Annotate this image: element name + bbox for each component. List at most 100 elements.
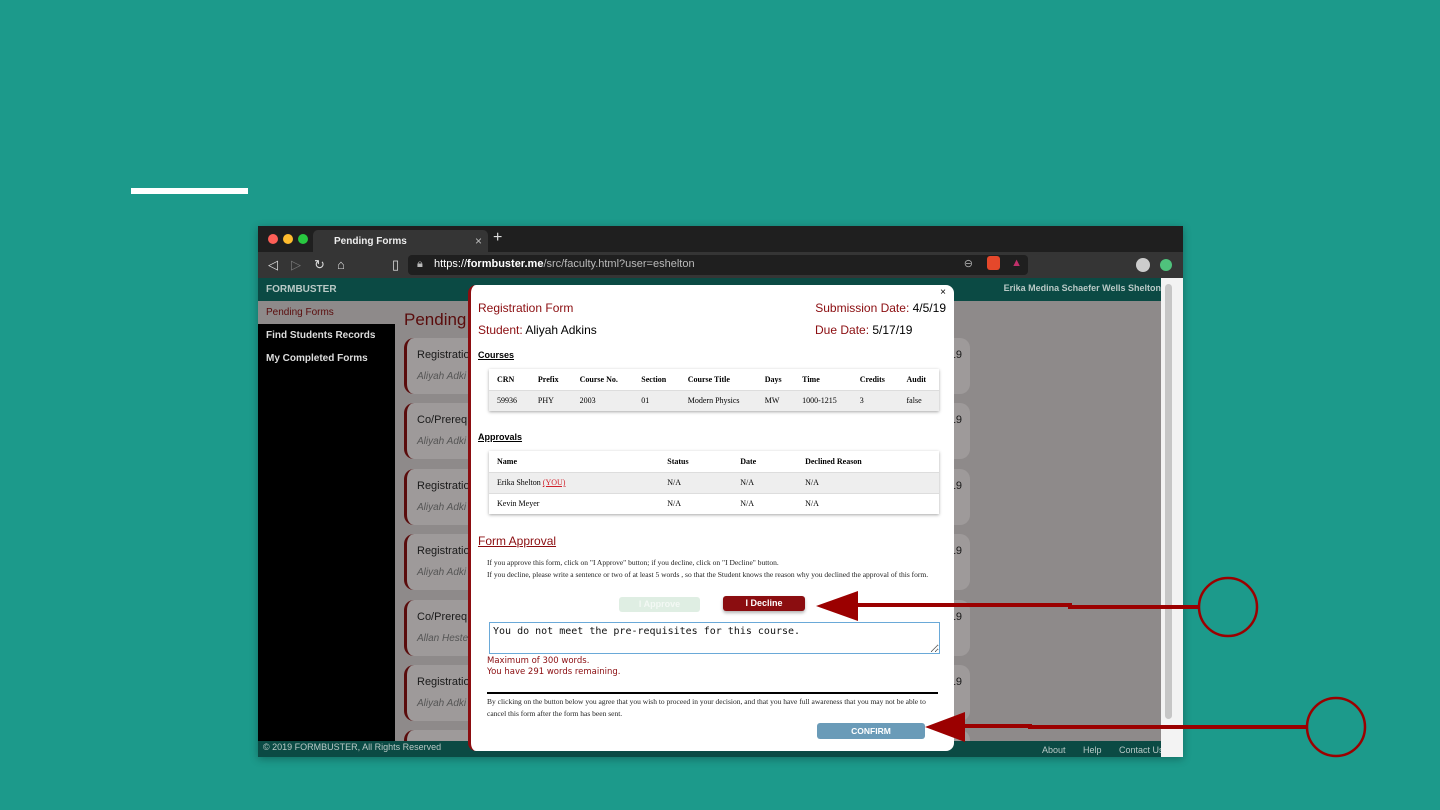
you-badge: (YOU): [542, 478, 566, 487]
footer-link-contact[interactable]: Contact Us: [1119, 745, 1164, 755]
table-cell: 01: [641, 396, 650, 406]
annotation-circle-2: [1305, 696, 1367, 758]
url-path: /src/faculty.html?user=eshelton: [543, 258, 695, 270]
approver-name: Kevin Meyer: [497, 499, 540, 509]
instruction-line-1: If you approve this form, click on "I Ap…: [487, 558, 779, 567]
table-row: Erika Shelton (YOU) N/A N/A N/A: [489, 472, 939, 493]
table-header-row: Name Status Date Declined Reason: [489, 451, 939, 472]
reload-icon[interactable]: ↻: [314, 257, 325, 272]
annotation-circle-1: [1197, 576, 1259, 638]
close-modal-button[interactable]: ×: [940, 287, 946, 298]
tab-title: Pending Forms: [334, 236, 407, 247]
url-bar[interactable]: 🔒︎ https://formbuster.me/src/faculty.htm…: [408, 255, 1028, 275]
brave-rewards-icon[interactable]: ▲: [1011, 257, 1022, 269]
due-date: Due Date: 5/17/19: [815, 323, 913, 337]
sidebar-item-pending-forms[interactable]: Pending Forms: [258, 301, 395, 324]
card-student: Allan Heste: [417, 633, 469, 644]
date-cell: N/A: [740, 499, 755, 509]
status-cell: N/A: [667, 478, 682, 487]
tab-pending-forms[interactable]: Pending Forms ×: [313, 230, 488, 252]
card-title: Registratio: [417, 480, 470, 492]
table-cell: 2003: [579, 396, 596, 406]
column-header: Days: [764, 374, 782, 384]
card-title: Co/Prereq: [417, 611, 468, 623]
sidebar: Pending Forms Find Students Records My C…: [258, 301, 395, 741]
zoom-icon[interactable]: ⊖: [963, 258, 973, 270]
close-tab-icon[interactable]: ×: [474, 234, 482, 248]
update-icon[interactable]: [1160, 259, 1172, 271]
form-modal: × Registration Form Submission Date: 4/5…: [468, 285, 954, 751]
column-header: Section: [641, 374, 667, 384]
column-header: Status: [667, 456, 689, 466]
close-window-icon[interactable]: [268, 234, 278, 244]
column-header: Credits: [859, 374, 885, 384]
bookmark-icon[interactable]: ▯: [392, 257, 400, 272]
decline-reason-input[interactable]: [489, 622, 940, 654]
table-cell: Modern Physics: [687, 396, 740, 406]
address-toolbar: ◁ ▷ ↻ ⌂ ▯ 🔒︎ https://formbuster.me/src/f…: [258, 252, 1183, 278]
url-scheme: https://: [434, 258, 468, 270]
profile-avatar[interactable]: [1136, 258, 1150, 272]
home-icon[interactable]: ⌂: [337, 257, 345, 272]
sidebar-item-my-completed-forms[interactable]: My Completed Forms: [266, 353, 368, 364]
maximize-window-icon[interactable]: [298, 234, 308, 244]
footer-link-help[interactable]: Help: [1083, 745, 1102, 755]
table-cell: 59936: [497, 396, 517, 406]
divider: [487, 692, 938, 694]
approvals-table: Name Status Date Declined Reason Erika Shelt…: [489, 451, 939, 514]
card-title: Registratio: [417, 545, 470, 557]
card-title: Co/Prereq: [417, 414, 468, 426]
column-header: Date: [740, 456, 757, 466]
instruction-line-2: If you decline, please write a sentence …: [487, 569, 929, 579]
approver-name: Erika Shelton (YOU): [497, 478, 566, 487]
column-header: Audit: [906, 374, 927, 384]
table-cell: MW: [764, 396, 780, 406]
column-header: CRN: [497, 374, 515, 384]
user-name: Erika Medina Schaefer Wells Shelton: [1003, 283, 1161, 293]
new-tab-icon[interactable]: +: [493, 229, 503, 246]
approve-button[interactable]: I Approve: [619, 597, 700, 612]
column-header: Time: [802, 374, 820, 384]
courses-table: CRN Prefix Course No. Section Course Title Da…: [489, 369, 939, 411]
table-row: Kevin Meyer N/A N/A N/A: [489, 493, 939, 514]
word-count: Maximum of 300 words. You have 291 words…: [487, 656, 620, 678]
brand-logo[interactable]: FORMBUSTER: [266, 284, 337, 295]
decline-annotation-arrow: [816, 576, 1259, 638]
forward-icon[interactable]: ▷: [291, 257, 301, 272]
column-header: Course Title: [687, 374, 730, 384]
minimize-window-icon[interactable]: [283, 234, 293, 244]
url-host: formbuster.me: [467, 258, 544, 270]
courses-heading: Courses: [478, 350, 515, 360]
card-student: Aliyah Adki: [417, 698, 467, 709]
form-approval-heading: Form Approval: [478, 534, 557, 548]
table-cell: PHY: [537, 396, 554, 406]
card-student: Aliyah Adki: [417, 502, 467, 513]
approval-instructions: If you approve this form, click on "I Ap…: [487, 557, 937, 580]
table-cell: 3: [859, 396, 864, 406]
submission-date: Submission Date: 4/5/19: [815, 301, 946, 315]
date-cell: N/A: [740, 478, 755, 487]
approvals-heading: Approvals: [478, 432, 523, 442]
decline-button[interactable]: I Decline: [723, 596, 805, 611]
scrollbar-thumb[interactable]: [1165, 284, 1172, 719]
confirm-annotation-arrow: [925, 696, 1367, 758]
disclaimer-text: By clicking on the button below you agre…: [487, 697, 926, 718]
card-student: Aliyah Adki: [417, 436, 467, 447]
lock-icon: 🔒︎: [417, 258, 423, 270]
table-cell: 1000-1215: [802, 396, 837, 406]
back-icon[interactable]: ◁: [268, 257, 278, 272]
confirm-button[interactable]: CONFIRM: [817, 723, 925, 739]
card-student: Aliyah Adki: [417, 567, 467, 578]
copyright: © 2019 FORMBUSTER, All Rights Reserved: [263, 742, 442, 752]
column-header: Course No.: [579, 374, 618, 384]
sidebar-item-find-students-records[interactable]: Find Students Records: [266, 330, 376, 341]
reason-cell: N/A: [805, 478, 819, 487]
brave-shield-icon[interactable]: [987, 256, 1000, 270]
card-title: Registratio: [417, 676, 470, 688]
table-cell: false: [906, 396, 922, 406]
footer-link-about[interactable]: About: [1042, 745, 1066, 755]
table-header-row: CRN Prefix Course No. Section Course Title Da…: [489, 369, 939, 390]
card-student: Aliyah Adki: [417, 371, 467, 382]
column-header: Prefix: [537, 374, 559, 384]
